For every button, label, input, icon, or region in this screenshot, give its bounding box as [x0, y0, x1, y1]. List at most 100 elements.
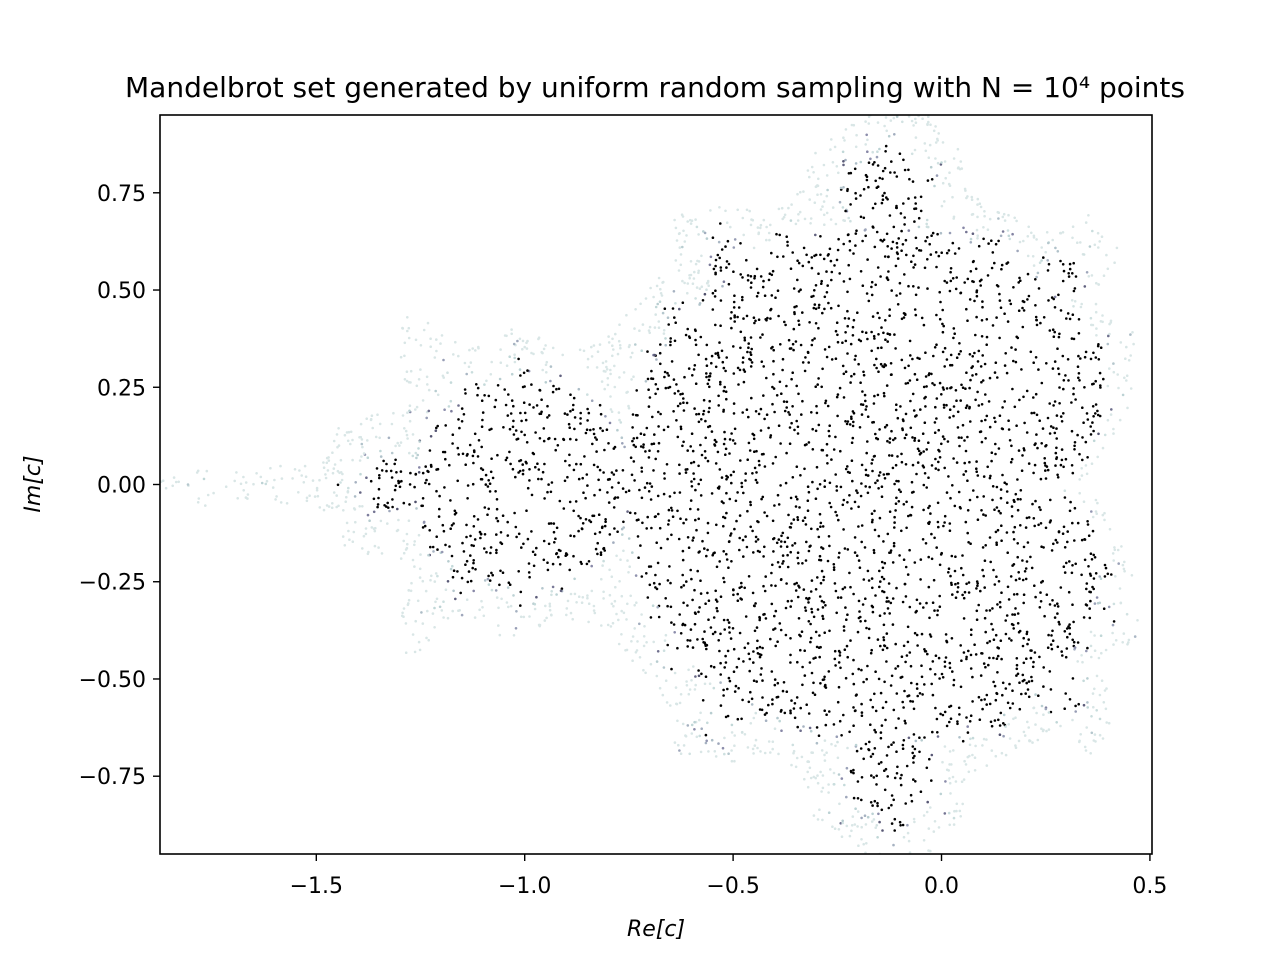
scatter-point — [948, 661, 952, 665]
scatter-point — [359, 491, 362, 494]
scatter-point — [877, 370, 880, 374]
scatter-point — [361, 445, 364, 449]
scatter-point — [816, 576, 819, 579]
scatter-point — [964, 763, 968, 766]
scatter-point — [1094, 498, 1098, 502]
scatter-point — [649, 662, 653, 666]
scatter-point — [732, 670, 736, 673]
scatter-point — [1092, 382, 1095, 386]
scatter-point — [904, 412, 908, 416]
scatter-point — [1008, 706, 1012, 710]
scatter-point — [701, 299, 705, 302]
scatter-point — [791, 743, 795, 747]
scatter-point — [916, 461, 920, 464]
scatter-point — [962, 778, 966, 781]
scatter-point — [826, 462, 829, 465]
scatter-point — [851, 436, 855, 440]
scatter-point — [769, 307, 773, 311]
scatter-point — [408, 483, 412, 486]
scatter-point — [689, 628, 693, 631]
scatter-point — [961, 573, 965, 577]
scatter-point — [598, 343, 602, 346]
scatter-point — [963, 759, 966, 763]
scatter-point — [473, 450, 476, 454]
scatter-point — [547, 483, 550, 486]
scatter-point — [983, 214, 986, 218]
scatter-point — [489, 546, 493, 549]
scatter-point — [830, 278, 833, 282]
scatter-point — [823, 709, 826, 712]
scatter-point — [655, 358, 658, 361]
scatter-point — [572, 403, 575, 407]
scatter-point — [640, 613, 643, 616]
scatter-point — [700, 672, 703, 676]
scatter-point — [709, 664, 713, 668]
scatter-point — [808, 766, 812, 770]
scatter-point — [909, 354, 912, 357]
scatter-point — [704, 419, 707, 423]
scatter-point — [901, 243, 905, 246]
scatter-point — [845, 618, 848, 621]
scatter-point — [967, 541, 970, 544]
y-tick-label: 0.50 — [97, 279, 146, 304]
scatter-point — [635, 649, 639, 652]
scatter-point — [877, 487, 880, 490]
scatter-point — [883, 363, 887, 366]
scatter-point — [958, 713, 961, 716]
scatter-point — [753, 277, 756, 280]
scatter-point — [984, 437, 987, 440]
scatter-point — [555, 552, 558, 556]
scatter-point — [866, 491, 870, 495]
scatter-point — [796, 518, 800, 522]
scatter-point — [1023, 421, 1026, 425]
scatter-point — [796, 259, 799, 263]
scatter-point — [800, 413, 803, 416]
scatter-point — [1014, 348, 1017, 351]
scatter-point — [754, 602, 757, 605]
scatter-point — [444, 588, 448, 591]
scatter-point — [852, 724, 855, 727]
scatter-point — [740, 485, 744, 489]
scatter-point — [405, 370, 409, 374]
scatter-point — [930, 682, 933, 686]
scatter-point — [873, 692, 876, 696]
scatter-point — [1016, 508, 1020, 512]
scatter-point — [876, 479, 879, 482]
scatter-point — [666, 537, 669, 541]
scatter-point — [711, 553, 714, 557]
scatter-point — [823, 739, 827, 742]
scatter-point — [907, 736, 911, 740]
scatter-point — [605, 368, 609, 371]
scatter-point — [737, 657, 741, 661]
scatter-point — [718, 560, 721, 563]
scatter-point — [681, 279, 684, 283]
scatter-point — [817, 303, 821, 307]
scatter-point — [1076, 365, 1080, 369]
scatter-point — [954, 389, 958, 392]
scatter-point — [606, 383, 610, 387]
scatter-point — [1055, 437, 1058, 440]
scatter-point — [962, 473, 965, 476]
scatter-point — [961, 423, 965, 427]
scatter-point — [954, 582, 957, 586]
scatter-point — [713, 438, 717, 442]
scatter-point — [933, 536, 936, 540]
scatter-point — [870, 330, 873, 334]
scatter-point — [882, 623, 886, 627]
scatter-point — [713, 295, 717, 298]
scatter-point — [998, 733, 1002, 736]
scatter-point — [894, 408, 898, 412]
scatter-point — [1029, 350, 1033, 354]
scatter-point — [722, 524, 725, 528]
scatter-point — [446, 616, 450, 620]
scatter-point — [1017, 281, 1020, 284]
scatter-point — [942, 524, 945, 528]
scatter-point — [880, 346, 883, 350]
scatter-point — [681, 549, 685, 553]
scatter-point — [913, 372, 917, 376]
scatter-point — [544, 381, 548, 384]
scatter-point — [642, 443, 645, 446]
scatter-point — [654, 586, 657, 589]
scatter-point — [486, 485, 490, 488]
scatter-point — [682, 409, 686, 412]
